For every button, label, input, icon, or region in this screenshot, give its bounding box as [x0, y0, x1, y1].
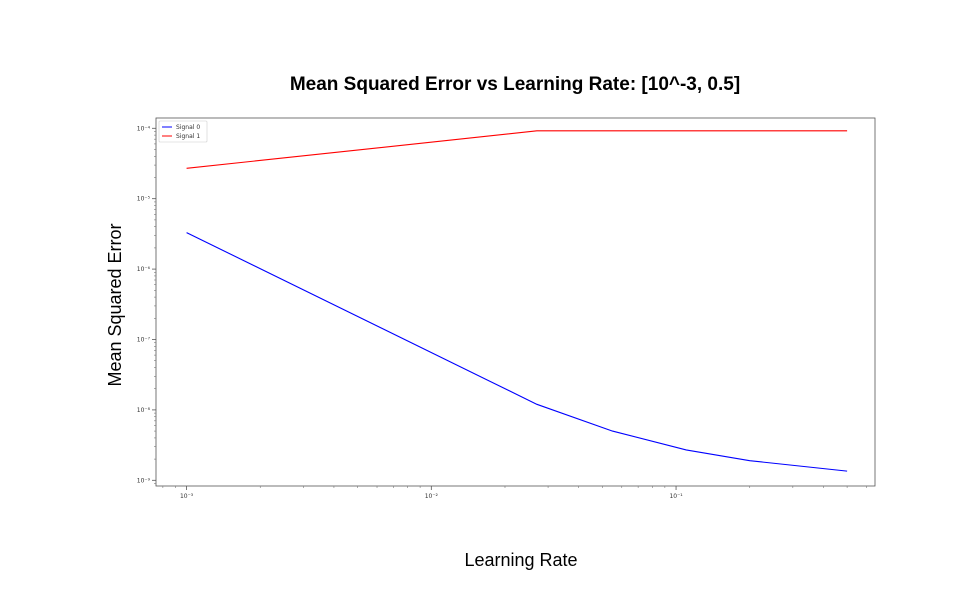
legend-box	[158, 120, 208, 143]
legend: Signal 0 Signal 1	[158, 120, 208, 143]
x-tick-label: 10⁻²	[425, 493, 439, 500]
x-axis-ticks: 10⁻³ 10⁻² 10⁻¹	[162, 486, 867, 500]
y-axis-label: Mean Squared Error	[105, 223, 125, 386]
legend-label-signal-0: Signal 0	[176, 124, 200, 131]
chart-title: Mean Squared Error vs Learning Rate: [10…	[290, 74, 740, 95]
legend-label-signal-1: Signal 1	[176, 133, 200, 140]
x-tick-label: 10⁻³	[180, 493, 194, 500]
y-tick-label: 10⁻⁶	[137, 266, 151, 273]
y-tick-label: 10⁻⁵	[137, 196, 151, 203]
y-tick-label: 10⁻⁷	[137, 336, 151, 343]
x-tick-label: 10⁻¹	[669, 493, 683, 500]
y-axis-ticks: 10⁻⁹ 10⁻⁸ 10⁻⁷ 10⁻⁶ 10⁻⁵ 10⁻⁴	[137, 125, 156, 484]
y-tick-label: 10⁻⁸	[137, 407, 151, 414]
series-line-signal-1	[186, 130, 848, 169]
series-line-signal-0	[186, 232, 848, 472]
x-axis-label: Learning Rate	[464, 550, 577, 570]
plot-frame	[155, 117, 876, 487]
series-layer	[186, 130, 848, 472]
y-tick-label: 10⁻⁹	[137, 477, 151, 484]
y-tick-label: 10⁻⁴	[137, 125, 151, 132]
